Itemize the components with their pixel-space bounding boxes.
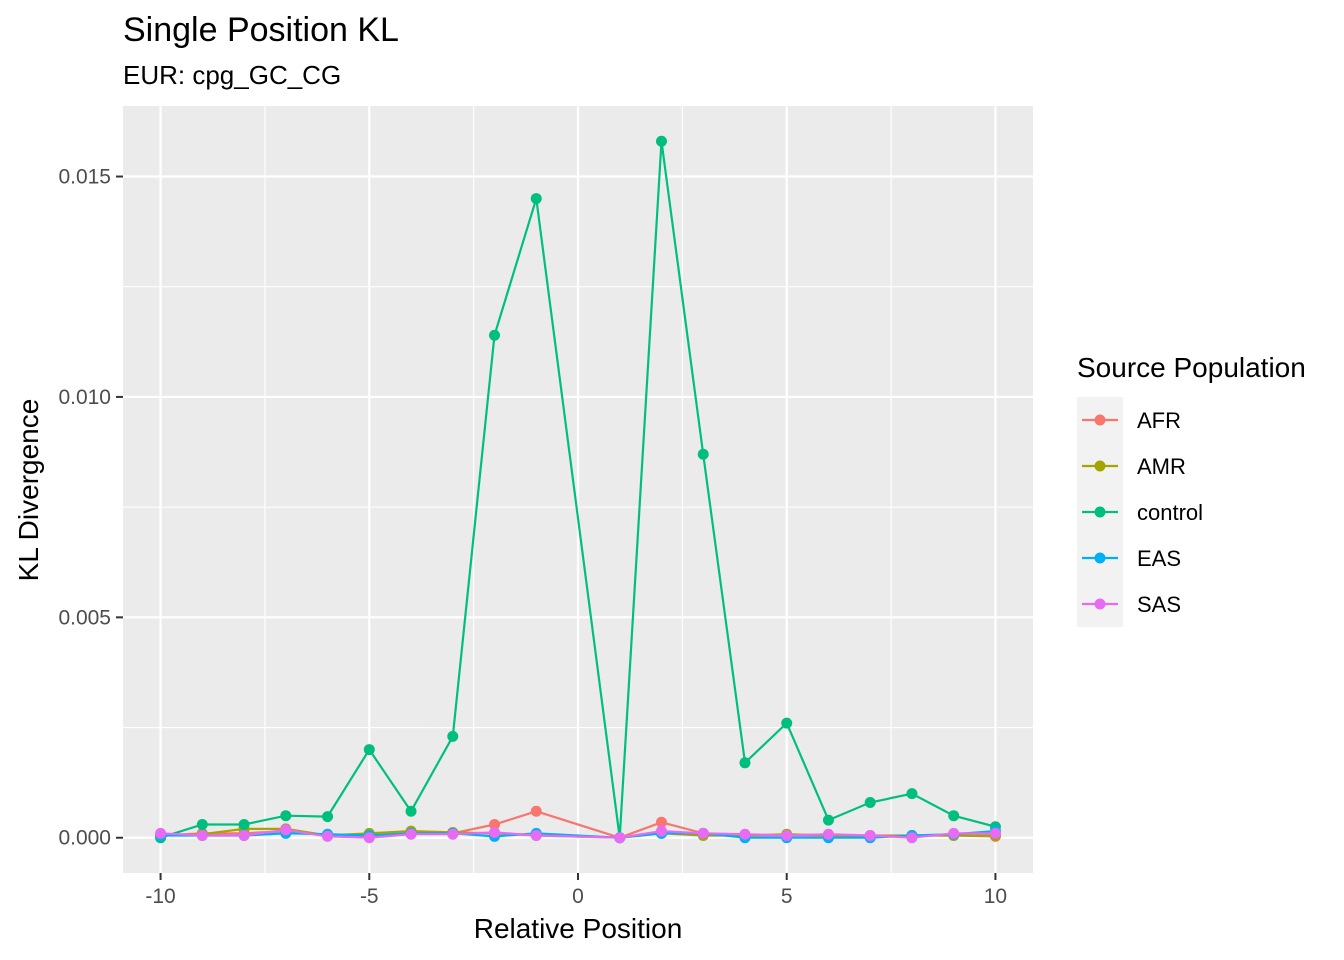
data-point-sas [864, 830, 876, 842]
gridlines [123, 106, 1033, 873]
data-point-sas [781, 830, 793, 842]
data-point-sas [280, 824, 292, 836]
y-tick-label: 0.005 [58, 606, 111, 629]
chart-subtitle: EUR: cpg_GC_CG [123, 60, 341, 90]
data-point-sas [655, 825, 667, 837]
data-point-afr [530, 805, 542, 817]
legend-item-amr: AMR [1077, 443, 1186, 489]
axes: -10 -5 0 5 10 0.000 0.005 0.010 0.015 [58, 166, 1007, 908]
data-point-control [530, 193, 542, 205]
series-line-control [160, 141, 996, 839]
data-point-afr [655, 816, 667, 828]
data-point-sas [489, 826, 501, 838]
data-point-control [238, 819, 250, 831]
series-layer [155, 135, 1001, 844]
data-point-sas [906, 832, 918, 844]
data-point-control [739, 757, 751, 769]
legend: Source Population AFR AMR control EAS SAS [1077, 352, 1306, 627]
legend-label: AFR [1137, 408, 1181, 433]
legend-key-point [1094, 552, 1106, 564]
data-point-control [864, 796, 876, 808]
data-point-sas [405, 828, 417, 840]
legend-key-point [1094, 598, 1106, 610]
data-point-control [363, 744, 375, 756]
series-line-sas [160, 828, 996, 839]
data-point-control [948, 810, 960, 822]
legend-item-afr: AFR [1077, 397, 1181, 443]
data-point-control [489, 329, 501, 341]
data-point-sas [697, 827, 709, 839]
x-tick-label: 5 [781, 885, 793, 908]
legend-label: AMR [1137, 454, 1186, 479]
data-point-sas [739, 828, 751, 840]
data-point-control [322, 811, 334, 823]
legend-item-sas: SAS [1077, 581, 1181, 627]
x-axis-title: Relative Position [474, 913, 683, 944]
data-point-afr [489, 819, 501, 831]
x-tick-label: -5 [360, 885, 379, 908]
legend-item-control: control [1077, 489, 1203, 535]
data-point-control [697, 448, 709, 460]
y-axis-title: KL Divergence [13, 399, 44, 582]
data-point-sas [363, 832, 375, 844]
data-point-control [196, 819, 208, 831]
data-point-control [280, 810, 292, 822]
legend-item-eas: EAS [1077, 535, 1181, 581]
x-tick-label: 0 [572, 885, 584, 908]
legend-key-point [1094, 414, 1106, 426]
legend-label: SAS [1137, 592, 1181, 617]
data-point-sas [155, 827, 167, 839]
legend-title: Source Population [1077, 352, 1306, 383]
data-point-control [447, 730, 459, 742]
chart-title: Single Position KL [123, 11, 399, 49]
data-point-control [405, 805, 417, 817]
data-point-sas [447, 828, 459, 840]
series-control [155, 135, 1001, 844]
data-point-sas [322, 830, 334, 842]
data-point-control [906, 788, 918, 800]
legend-key-point [1094, 506, 1106, 518]
data-point-sas [614, 832, 626, 844]
data-point-sas [822, 828, 834, 840]
data-point-sas [238, 830, 250, 842]
data-point-sas [196, 830, 208, 842]
data-point-sas [530, 830, 542, 842]
y-tick-label: 0.010 [58, 386, 111, 409]
data-point-sas [948, 827, 960, 839]
data-point-control [655, 135, 667, 147]
data-point-control [822, 814, 834, 826]
x-tick-label: -10 [145, 885, 175, 908]
series-sas [155, 824, 1001, 844]
legend-key-point [1094, 460, 1106, 472]
y-tick-label: 0.000 [58, 827, 111, 850]
data-point-control [781, 717, 793, 729]
legend-label: EAS [1137, 546, 1181, 571]
x-tick-label: 10 [984, 885, 1007, 908]
legend-label: control [1137, 500, 1203, 525]
y-tick-label: 0.015 [58, 166, 111, 189]
data-point-sas [989, 827, 1001, 839]
